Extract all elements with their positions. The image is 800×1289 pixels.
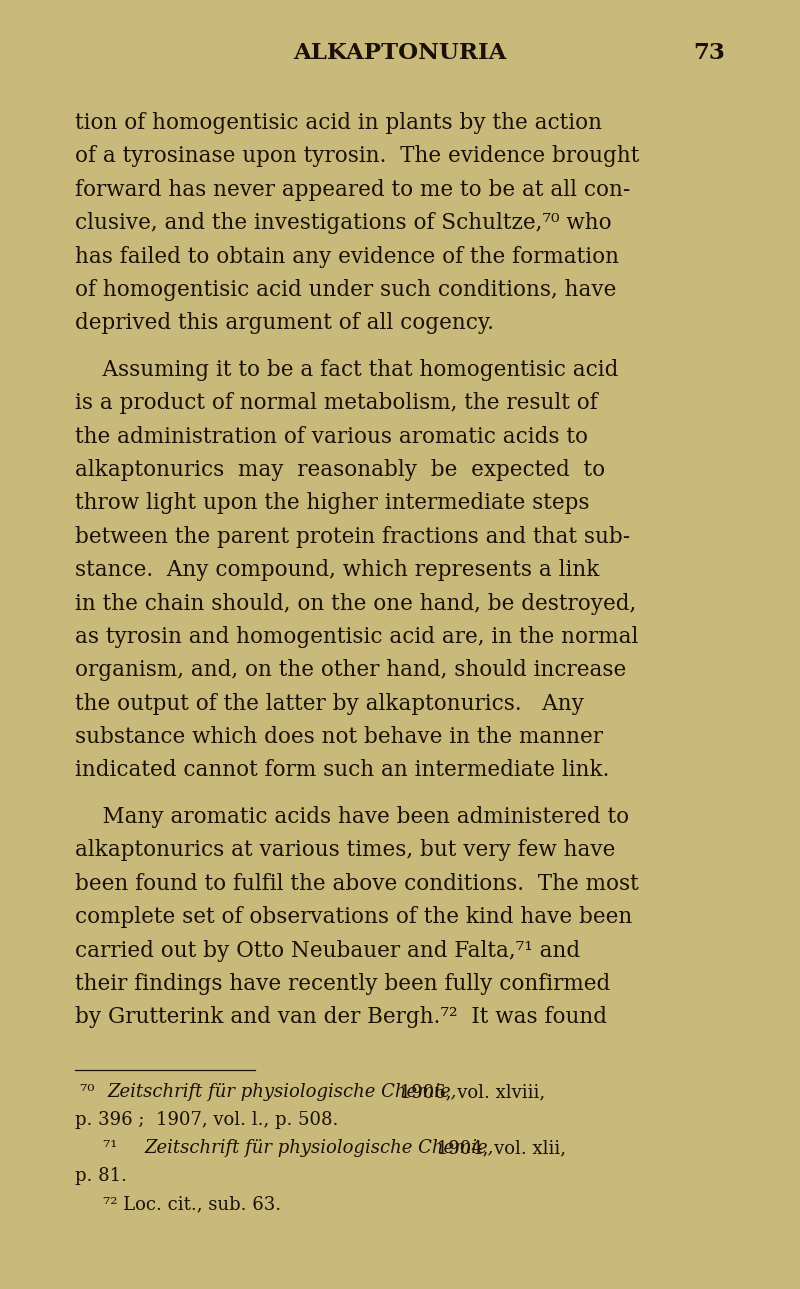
Text: clusive, and the investigations of Schultze,⁷⁰ who: clusive, and the investigations of Schul… <box>75 213 612 235</box>
Text: of homogentisic acid under such conditions, have: of homogentisic acid under such conditio… <box>75 278 616 300</box>
Text: deprived this argument of all cogency.: deprived this argument of all cogency. <box>75 312 494 334</box>
Text: is a product of normal metabolism, the result of: is a product of normal metabolism, the r… <box>75 392 598 414</box>
Text: of a tyrosinase upon tyrosin.  The evidence brought: of a tyrosinase upon tyrosin. The eviden… <box>75 146 639 168</box>
Text: complete set of observations of the kind have been: complete set of observations of the kind… <box>75 906 632 928</box>
Text: throw light upon the higher intermediate steps: throw light upon the higher intermediate… <box>75 492 590 514</box>
Text: stance.  Any compound, which represents a link: stance. Any compound, which represents a… <box>75 559 599 581</box>
Text: organism, and, on the other hand, should increase: organism, and, on the other hand, should… <box>75 659 626 682</box>
Text: in the chain should, on the one hand, be destroyed,: in the chain should, on the one hand, be… <box>75 593 636 615</box>
Text: p. 81.: p. 81. <box>75 1167 127 1185</box>
Text: carried out by Otto Neubauer and Falta,⁷¹ and: carried out by Otto Neubauer and Falta,⁷… <box>75 940 580 962</box>
Text: been found to fulfil the above conditions.  The most: been found to fulfil the above condition… <box>75 873 638 895</box>
Text: alkaptonurics  may  reasonably  be  expected  to: alkaptonurics may reasonably be expected… <box>75 459 605 481</box>
Text: Zeitschrift für physiologische Chemie,: Zeitschrift für physiologische Chemie, <box>145 1139 494 1158</box>
Text: Zeitschrift für physiologische Chemie,: Zeitschrift für physiologische Chemie, <box>108 1083 457 1101</box>
Text: as tyrosin and homogentisic acid are, in the normal: as tyrosin and homogentisic acid are, in… <box>75 626 638 648</box>
Text: tion of homogentisic acid in plants by the action: tion of homogentisic acid in plants by t… <box>75 112 602 134</box>
Text: 1904, vol. xlii,: 1904, vol. xlii, <box>431 1139 566 1158</box>
Text: forward has never appeared to me to be at all con-: forward has never appeared to me to be a… <box>75 179 630 201</box>
Text: indicated cannot form such an intermediate link.: indicated cannot form such an intermedia… <box>75 759 610 781</box>
Text: ⁷² Loc. cit., sub. 63.: ⁷² Loc. cit., sub. 63. <box>80 1195 281 1213</box>
Text: Many aromatic acids have been administered to: Many aromatic acids have been administer… <box>75 806 629 828</box>
Text: the output of the latter by alkaptonurics.   Any: the output of the latter by alkaptonuric… <box>75 692 584 714</box>
Text: ALKAPTONURIA: ALKAPTONURIA <box>294 43 506 64</box>
Text: ⁷¹: ⁷¹ <box>80 1139 123 1158</box>
Text: p. 396 ;  1907, vol. l., p. 508.: p. 396 ; 1907, vol. l., p. 508. <box>75 1111 338 1129</box>
Text: 73: 73 <box>693 43 725 64</box>
Text: Assuming it to be a fact that homogentisic acid: Assuming it to be a fact that homogentis… <box>75 360 618 382</box>
Text: 1906, vol. xlviii,: 1906, vol. xlviii, <box>394 1083 546 1101</box>
Text: substance which does not behave in the manner: substance which does not behave in the m… <box>75 726 603 748</box>
Text: has failed to obtain any evidence of the formation: has failed to obtain any evidence of the… <box>75 245 619 268</box>
Text: ⁷⁰: ⁷⁰ <box>80 1083 100 1101</box>
Text: by Grutterink and van der Bergh.⁷²  It was found: by Grutterink and van der Bergh.⁷² It wa… <box>75 1007 607 1029</box>
Text: alkaptonurics at various times, but very few have: alkaptonurics at various times, but very… <box>75 839 615 861</box>
Text: their findings have recently been fully confirmed: their findings have recently been fully … <box>75 973 610 995</box>
Text: between the parent protein fractions and that sub-: between the parent protein fractions and… <box>75 526 630 548</box>
Text: the administration of various aromatic acids to: the administration of various aromatic a… <box>75 425 588 447</box>
